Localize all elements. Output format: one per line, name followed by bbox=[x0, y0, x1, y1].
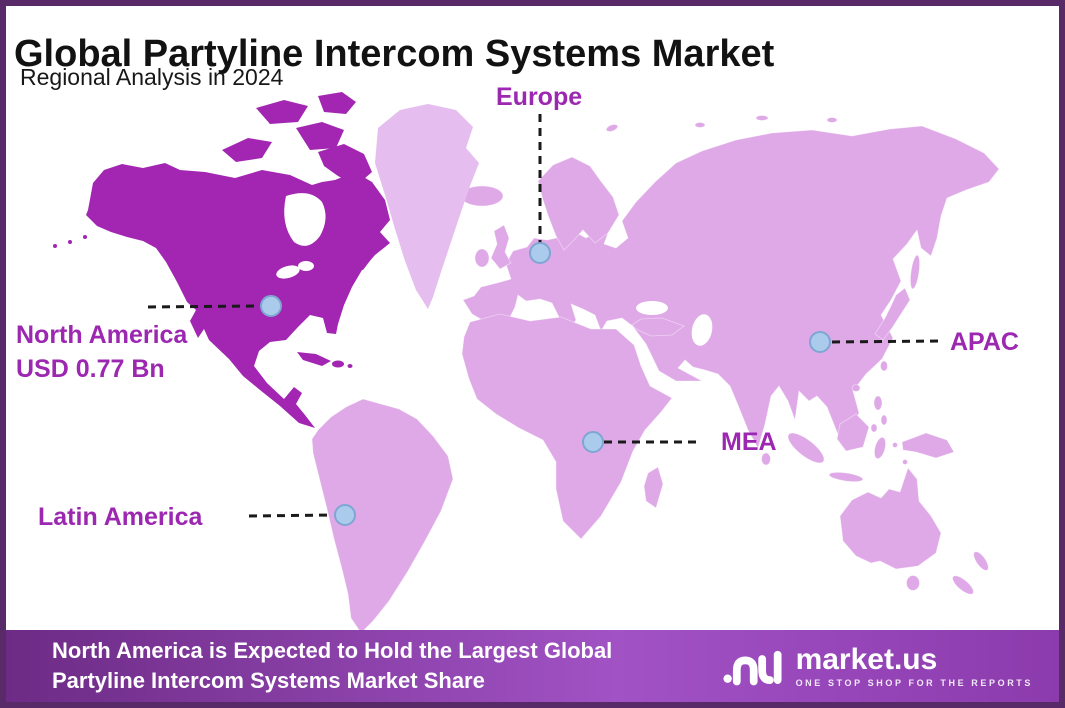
region-japan-shape bbox=[874, 287, 911, 341]
region-philippines-3 bbox=[870, 423, 878, 433]
region-tasmania-shape bbox=[906, 575, 920, 591]
marketus-logo-icon bbox=[722, 650, 782, 686]
region-moluccas-1 bbox=[892, 442, 898, 448]
aleutian-2 bbox=[53, 244, 57, 248]
region-puertorico-shape bbox=[347, 364, 353, 368]
mea-marker bbox=[582, 431, 604, 453]
region-arctic-islands-2 bbox=[256, 100, 308, 124]
europe-label: Europe bbox=[496, 83, 583, 111]
mea-label: MEA bbox=[721, 428, 777, 456]
region-hispaniola-shape bbox=[332, 360, 344, 368]
region-greenland-shape bbox=[375, 104, 479, 309]
region-madagascar-shape bbox=[643, 466, 664, 509]
great-lakes-1 bbox=[276, 265, 300, 279]
black-sea bbox=[636, 301, 668, 315]
region-nz-south-shape bbox=[952, 575, 974, 595]
great-lakes-2 bbox=[298, 261, 314, 271]
region-baffin-shape bbox=[318, 144, 372, 186]
banner-line-1: North America is Expected to Hold the La… bbox=[52, 638, 613, 663]
region-nz-north-shape bbox=[973, 551, 989, 571]
region-sakhalin-shape bbox=[909, 254, 921, 290]
region-java-shape bbox=[828, 471, 864, 483]
north-america-marker bbox=[260, 295, 282, 317]
region-moluccas-2 bbox=[902, 459, 908, 465]
aleutian-1 bbox=[68, 240, 72, 244]
apac-label: APAC bbox=[950, 328, 1019, 356]
latin-america-connector-line bbox=[248, 513, 334, 518]
hudson-bay bbox=[284, 193, 326, 246]
caspian-sea bbox=[691, 314, 713, 346]
banner-text: North America is Expected to Hold the La… bbox=[52, 636, 722, 696]
europe-marker bbox=[529, 242, 551, 264]
aleutian-3 bbox=[83, 235, 87, 239]
region-south-america-shape bbox=[311, 398, 454, 634]
region-hainan-shape bbox=[851, 384, 861, 392]
north-america-label: North America USD 0.77 Bn bbox=[16, 318, 187, 386]
banner: North America is Expected to Hold the La… bbox=[6, 630, 1059, 702]
marketus-logo-name: market.us bbox=[795, 642, 938, 676]
region-ireland-shape bbox=[474, 248, 490, 268]
region-cuba-shape bbox=[297, 352, 331, 366]
region-sulawesi-shape bbox=[873, 436, 887, 460]
latin-america-label: Latin America bbox=[38, 503, 203, 531]
region-philippines-1 bbox=[873, 395, 883, 411]
north-america-connector-line bbox=[147, 304, 260, 309]
latin-america-marker bbox=[334, 504, 356, 526]
north-america-label-value: USD 0.77 Bn bbox=[16, 355, 165, 383]
region-north-america-shape bbox=[86, 163, 390, 428]
arctic-island-1 bbox=[694, 122, 706, 128]
marketus-logo: market.us ONE STOP SHOP FOR THE REPORTS bbox=[722, 639, 1033, 693]
region-borneo-shape bbox=[836, 413, 870, 452]
region-africa-shape bbox=[461, 313, 673, 540]
region-arctic-islands-1 bbox=[222, 138, 272, 162]
marketus-logo-text: market.us ONE STOP SHOP FOR THE REPORTS bbox=[795, 642, 1033, 688]
page-subtitle: Regional Analysis in 2024 bbox=[20, 64, 284, 90]
banner-line-2: Partyline Intercom Systems Market Share bbox=[52, 668, 485, 693]
region-taiwan-shape bbox=[880, 360, 888, 372]
region-australia-shape bbox=[839, 467, 942, 570]
region-arctic-islands-3 bbox=[296, 122, 344, 150]
north-america-label-name: North America bbox=[16, 321, 188, 349]
arctic-island-3 bbox=[826, 117, 838, 123]
region-srilanka-shape bbox=[761, 452, 771, 466]
region-sumatra-shape bbox=[787, 432, 825, 464]
region-uk-shape bbox=[490, 224, 512, 270]
arctic-island-2 bbox=[755, 115, 769, 121]
apac-marker bbox=[809, 331, 831, 353]
region-philippines-2 bbox=[880, 414, 888, 426]
svalbard-islands bbox=[605, 124, 619, 132]
region-arctic-islands-4 bbox=[318, 92, 356, 114]
page-title: Global Partyline Intercom Systems Market bbox=[14, 33, 775, 76]
apac-connector-line bbox=[831, 339, 944, 344]
region-scandinavia-shape bbox=[537, 156, 620, 251]
region-newguinea-shape bbox=[901, 432, 955, 459]
marketus-logo-tagline: ONE STOP SHOP FOR THE REPORTS bbox=[795, 677, 1033, 688]
region-newfoundland-shape bbox=[345, 248, 372, 270]
